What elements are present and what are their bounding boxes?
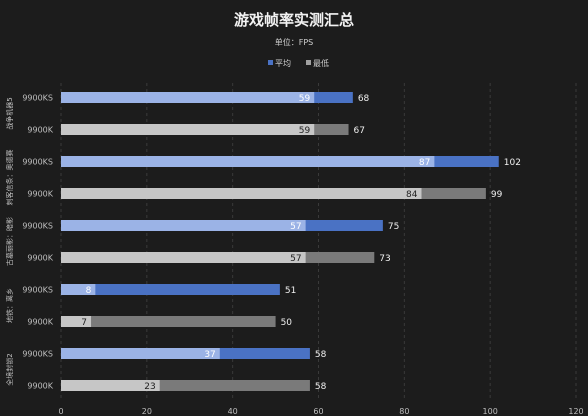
avg-value-1-0: 102 bbox=[504, 158, 521, 168]
min-value-2-1: 57 bbox=[290, 254, 301, 264]
avg-value-3-1: 50 bbox=[281, 318, 293, 328]
avg-value-0-0: 68 bbox=[358, 94, 370, 104]
min-bar-3-1 bbox=[61, 316, 92, 327]
min-bar-2-1 bbox=[61, 252, 306, 263]
group-label-1: 刺客信条：奥德赛 bbox=[5, 150, 14, 206]
x-tick-120: 120 bbox=[568, 407, 583, 416]
avg-bar-3-1 bbox=[61, 316, 276, 327]
group-label-3: 地铁：离乡 bbox=[5, 288, 14, 323]
min-value-3-1: 7 bbox=[81, 318, 87, 328]
row-label-3-1: 9900K bbox=[27, 318, 53, 327]
avg-value-1-1: 99 bbox=[491, 190, 503, 200]
min-bar-4-1 bbox=[61, 380, 160, 391]
grid-lines bbox=[60, 83, 577, 400]
min-value-3-0: 8 bbox=[86, 286, 92, 296]
min-value-4-1: 23 bbox=[144, 382, 155, 392]
x-tick-80: 80 bbox=[399, 407, 409, 416]
row-label-1-1: 9900K bbox=[27, 190, 53, 199]
legend-swatch-0 bbox=[268, 60, 273, 65]
avg-value-4-1: 58 bbox=[315, 382, 327, 392]
legend-label-1: 最低 bbox=[313, 58, 329, 68]
x-tick-40: 40 bbox=[228, 407, 238, 416]
min-bar-0-1 bbox=[61, 124, 315, 135]
x-tick-20: 20 bbox=[142, 407, 152, 416]
min-bar-4-0 bbox=[61, 348, 220, 359]
avg-value-0-1: 67 bbox=[354, 126, 365, 136]
min-value-0-1: 59 bbox=[299, 126, 311, 136]
legend: 平均 最低 bbox=[268, 58, 329, 68]
avg-value-3-0: 51 bbox=[285, 286, 296, 296]
row-label-4-0: 9900KS bbox=[22, 350, 53, 359]
avg-value-4-0: 58 bbox=[315, 350, 327, 360]
avg-value-2-0: 75 bbox=[388, 222, 399, 232]
row-label-4-1: 9900K bbox=[27, 382, 53, 391]
row-label-0-1: 9900K bbox=[27, 126, 53, 135]
avg-bar-3-0 bbox=[61, 284, 280, 295]
min-bar-0-0 bbox=[61, 92, 315, 103]
row-label-1-0: 9900KS bbox=[22, 158, 53, 167]
chart-title: 游戏帧率实测汇总 bbox=[234, 11, 354, 29]
group-label-2: 古墓丽影：暗影 bbox=[5, 217, 14, 266]
avg-bar-4-1 bbox=[61, 380, 310, 391]
min-value-1-0: 87 bbox=[419, 158, 430, 168]
x-axis-ticks: 0 20 40 60 80 100 120 bbox=[58, 407, 583, 416]
x-tick-100: 100 bbox=[483, 407, 498, 416]
group-label-4: 全境封锁2 bbox=[5, 353, 14, 385]
legend-swatch-1 bbox=[306, 60, 311, 65]
row-label-3-0: 9900KS bbox=[22, 286, 53, 295]
min-bar-3-0 bbox=[61, 284, 96, 295]
x-tick-60: 60 bbox=[313, 407, 323, 416]
row-label-0-0: 9900KS bbox=[22, 94, 53, 103]
group-label-0: 战争机器5 bbox=[5, 97, 14, 129]
row-label-2-0: 9900KS bbox=[22, 222, 53, 231]
bars bbox=[61, 92, 499, 391]
row-label-2-1: 9900K bbox=[27, 254, 53, 263]
min-bar-1-1 bbox=[61, 188, 422, 199]
legend-label-0: 平均 bbox=[275, 58, 291, 68]
x-tick-0: 0 bbox=[58, 407, 63, 416]
chart-subtitle: 单位：FPS bbox=[275, 37, 314, 47]
avg-value-2-1: 73 bbox=[379, 254, 390, 264]
min-bar-2-0 bbox=[61, 220, 306, 231]
min-bar-1-0 bbox=[61, 156, 435, 167]
min-value-2-0: 57 bbox=[290, 222, 301, 232]
min-value-0-0: 59 bbox=[299, 94, 311, 104]
min-value-1-1: 84 bbox=[406, 190, 418, 200]
min-value-4-0: 37 bbox=[204, 350, 215, 360]
